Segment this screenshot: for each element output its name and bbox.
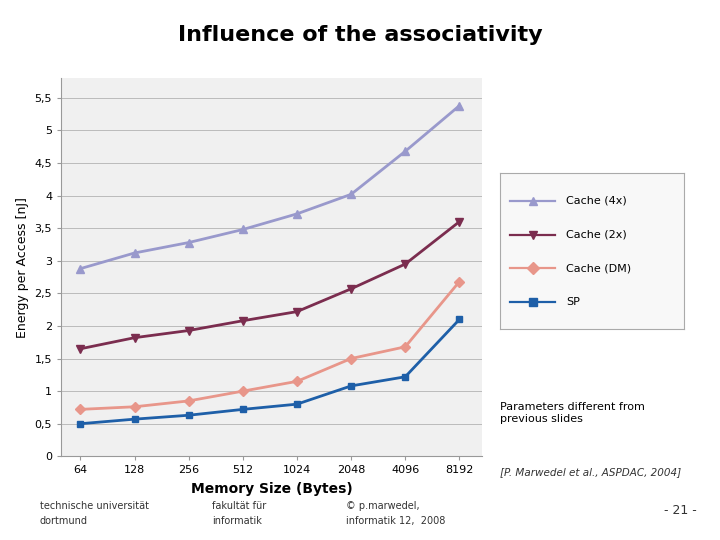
Text: Influence of the associativity: Influence of the associativity (178, 25, 542, 45)
Text: Parameters different from
previous slides: Parameters different from previous slide… (500, 402, 645, 424)
Text: fakultät für: fakultät für (212, 501, 266, 511)
Text: Cache (2x): Cache (2x) (567, 230, 627, 240)
Y-axis label: Energy per Access [nJ]: Energy per Access [nJ] (16, 197, 29, 338)
Text: technische universität: technische universität (40, 501, 148, 511)
Text: informatik 12,  2008: informatik 12, 2008 (346, 516, 445, 526)
Text: informatik: informatik (212, 516, 262, 526)
Text: - 21 -: - 21 - (664, 504, 697, 517)
Text: © p.marwedel,: © p.marwedel, (346, 501, 419, 511)
X-axis label: Memory Size (Bytes): Memory Size (Bytes) (191, 482, 353, 496)
Text: SP: SP (567, 297, 580, 307)
Text: [P. Marwedel et al., ASPDAC, 2004]: [P. Marwedel et al., ASPDAC, 2004] (500, 467, 682, 477)
Text: Cache (DM): Cache (DM) (567, 264, 631, 273)
Text: Cache (4x): Cache (4x) (567, 196, 627, 206)
Text: dortmund: dortmund (40, 516, 88, 526)
